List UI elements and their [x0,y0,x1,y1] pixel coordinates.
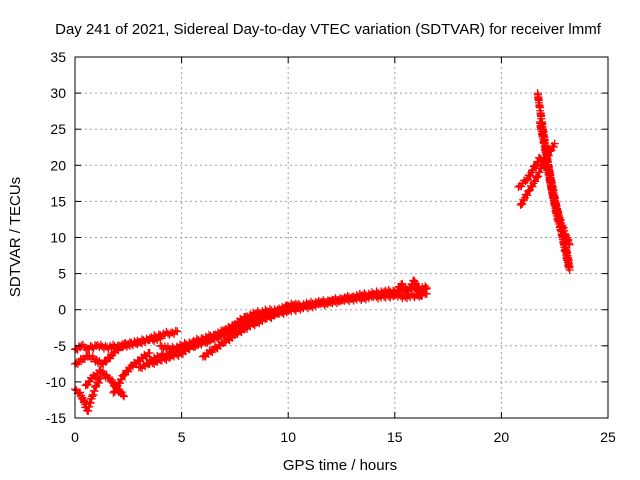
chart-title: Day 241 of 2021, Sidereal Day-to-day VTE… [55,21,602,38]
data-point [421,285,430,294]
y-tick-label: 30 [50,85,66,101]
y-axis-label: SDTVAR / TECUs [7,177,24,297]
data-point [539,160,548,169]
y-tick-label: -5 [54,338,67,354]
data-point [422,284,431,293]
x-tick-label: 5 [178,429,186,445]
data-point [530,162,539,171]
data-point [173,327,182,336]
data-point [111,387,120,396]
y-tick-label: 35 [50,49,66,65]
y-tick-label: 25 [50,121,66,137]
data-point [94,378,103,387]
data-point [531,177,540,186]
x-tick-label: 15 [387,429,403,445]
data-point [124,367,133,376]
data-point [390,291,399,300]
data-point [96,340,105,349]
axis-ticks: 0 5 10 15 20 25 -15 -10 -5 0 5 10 15 20 25 30 35 [46,49,616,445]
data-point [154,332,163,341]
data-point [532,173,541,182]
series-track-e [109,349,154,397]
data-point [119,372,128,381]
data-point [145,349,154,358]
x-tick-label: 25 [600,429,616,445]
series-track-i [198,301,293,361]
y-tick-label: -10 [46,374,66,390]
y-tick-label: 10 [50,230,66,246]
x-axis-label: GPS time / hours [283,457,397,474]
y-tick-label: 0 [58,302,66,318]
data-point [117,375,126,384]
data-point [528,166,537,175]
data-point [392,290,401,299]
data-point [118,391,127,400]
series-track-j [390,276,431,300]
data-point [406,284,415,293]
y-tick-label: 20 [50,157,66,173]
y-tick-label: 5 [58,266,66,282]
series-track-n [535,117,574,274]
series-track-b [71,332,165,369]
data-point [101,357,110,366]
data-point [120,392,129,401]
data-point [109,388,118,397]
x-tick-label: 10 [280,429,296,445]
data-point [550,139,559,148]
x-tick-label: 20 [494,429,510,445]
grid [75,57,608,418]
data-point [516,201,525,210]
data-point [96,374,105,383]
data-point [523,191,532,200]
y-tick-label: -15 [46,410,66,426]
series-track-c [71,374,105,415]
y-tick-label: 15 [50,193,66,209]
data-point [565,265,574,274]
data-point [156,334,165,343]
data-point [294,299,303,308]
data-point [282,301,291,310]
x-tick-label: 0 [71,429,79,445]
data-point [293,301,302,310]
data-point [116,379,125,388]
data-point [518,199,527,208]
data-points [71,89,574,415]
data-point [284,302,293,311]
